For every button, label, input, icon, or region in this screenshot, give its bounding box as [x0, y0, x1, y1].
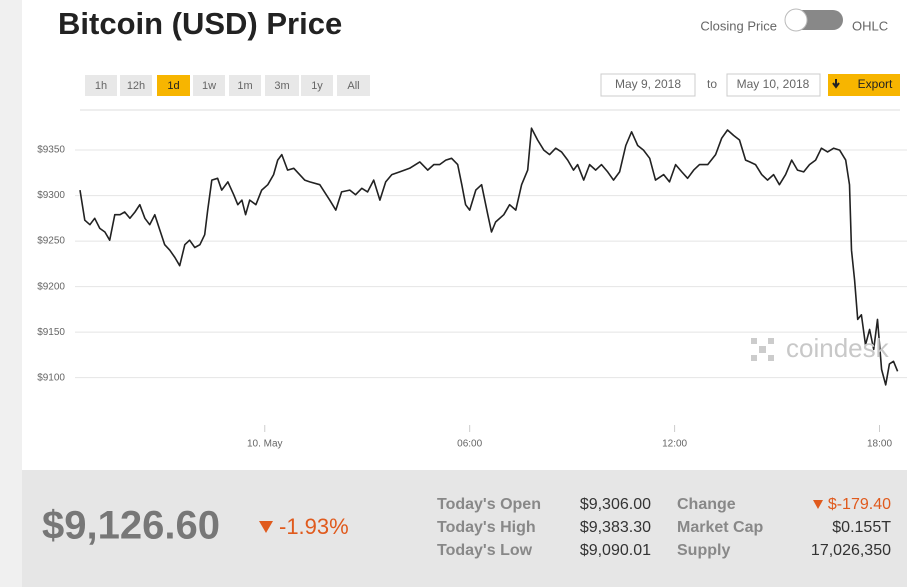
panel [22, 0, 907, 470]
range-button[interactable] [265, 75, 299, 96]
y-tick-label: $9150 [37, 327, 65, 338]
range-label: 1d [167, 80, 179, 92]
price-line [79, 127, 899, 386]
date-input[interactable] [600, 73, 696, 97]
range-label: 3m [274, 80, 289, 92]
date-separator: to [707, 77, 717, 91]
x-tick-label: 18:00 [867, 439, 892, 450]
stat-label: Supply [677, 542, 730, 559]
y-tick-label: $9100 [37, 372, 65, 383]
stat-value: $0.155T [832, 519, 891, 536]
summary-panel [22, 470, 907, 587]
stat-label: Today's Low [437, 542, 533, 559]
stat-value: $9,383.30 [580, 519, 651, 536]
range-label: All [347, 80, 359, 92]
range-button[interactable] [193, 75, 225, 96]
export-icon [832, 79, 840, 89]
stat-value: $9,306.00 [580, 496, 651, 513]
y-tick-label: $9250 [37, 236, 65, 247]
range-label: 12h [127, 80, 145, 92]
range-button[interactable] [157, 75, 190, 96]
stat-value: 17,026,350 [811, 542, 891, 559]
date-to: May 10, 2018 [737, 77, 810, 91]
range-label: 1h [95, 80, 107, 92]
x-tick-label: 10. May [247, 439, 283, 450]
range-button[interactable] [85, 75, 117, 96]
stat-label: Market Cap [677, 519, 763, 536]
range-button[interactable] [301, 75, 333, 96]
watermark: coindesk [786, 333, 890, 363]
y-tick-label: $9200 [37, 281, 65, 292]
range-button[interactable] [229, 75, 261, 96]
toggle-label: Closing Price [700, 18, 777, 33]
x-tick-label: 12:00 [662, 439, 687, 450]
watermark-icon [751, 338, 774, 361]
change-pct: -1.93% [279, 514, 349, 539]
stat-value: $9,090.01 [580, 542, 651, 559]
down-arrow [259, 521, 273, 533]
range-button[interactable] [337, 75, 370, 96]
date-input[interactable] [726, 73, 821, 97]
y-tick-label: $9300 [37, 190, 65, 201]
toggle-knob [784, 8, 808, 32]
y-tick-label: $9350 [37, 145, 65, 156]
export-button[interactable] [828, 74, 900, 96]
range-button[interactable] [120, 75, 152, 96]
export-label: Export [858, 77, 893, 91]
price: $9,126.60 [42, 504, 220, 548]
range-label: 1y [311, 80, 323, 92]
stat-label: Today's Open [437, 496, 541, 513]
stat-label: Today's High [437, 519, 536, 536]
x-tick-label: 06:00 [457, 439, 482, 450]
down-arrow [813, 500, 823, 509]
title: Bitcoin (USD) Price [58, 6, 342, 41]
range-label: 1w [202, 80, 216, 92]
toggle-label: OHLC [852, 18, 888, 33]
stat-label: Change [677, 496, 736, 513]
date-from: May 9, 2018 [615, 77, 681, 91]
range-label: 1m [237, 80, 252, 92]
stat-value: $-179.40 [828, 496, 891, 513]
